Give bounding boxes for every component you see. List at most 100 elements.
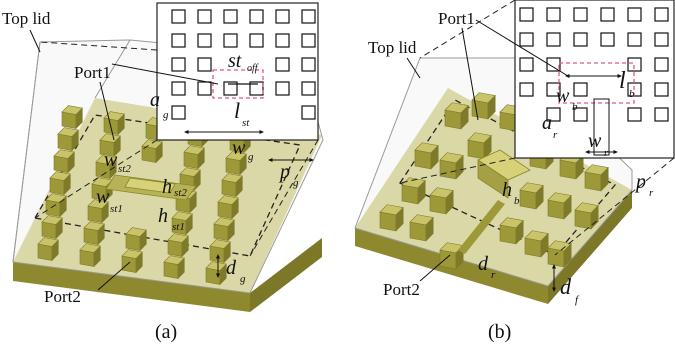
inset-cell [627,107,642,122]
a-r-subscript: r [553,129,558,141]
pin-a [213,217,235,242]
leader-line [461,27,479,121]
inset-cell [197,9,212,24]
pin-grid-a [37,105,251,286]
p-r-label-visible: p [634,171,646,193]
pin-b [414,142,439,170]
inset-cell [627,32,642,47]
inset-cell [627,7,642,22]
h-st2-label: h [162,176,172,198]
inset-cell [275,9,290,24]
pin-a [45,193,67,218]
port1-label-a: Port1 [74,63,111,82]
slot-highlight-b [558,62,635,104]
inset-cell [275,33,290,48]
inset-cell [223,81,238,96]
w-st2-subscript: st2 [118,163,131,175]
inset-cell [171,81,186,96]
pin-b [444,102,469,130]
inset-cell [654,107,669,122]
top-lid-label-b: Top lid [368,38,417,57]
w-r-subscript: r [604,147,609,159]
w-st2-label: w [104,149,118,171]
pin-b [401,177,426,205]
inset-cell [249,9,264,24]
port-region-b [399,99,617,256]
lid-edge [12,41,41,263]
leader-line [419,254,451,282]
st-off-label: st [228,50,242,72]
pin-a [83,221,105,246]
inset-cell [197,57,212,72]
pin-a [41,215,63,240]
caption-a: (a) [155,321,177,343]
slot-highlight-a [212,69,264,99]
inset-cell [573,82,588,97]
inset-cell [654,32,669,47]
inset-cell [519,32,534,47]
a-r-label: a [542,112,552,134]
d-r-label: d [478,253,489,275]
pin-a [103,111,125,136]
pin-b [379,204,404,232]
lid-edge [94,39,131,99]
d-g-subscript: g [240,273,246,285]
inset-cell [519,7,534,22]
pin-a [49,171,71,196]
h-st1-label: h [158,205,168,227]
substrate-a-left-face [13,262,250,312]
inset-cell [171,57,186,72]
inset-cell [223,33,238,48]
inset-cell [275,57,290,72]
stepped-line-upper [124,177,176,194]
inset-cell [546,107,561,122]
inset-cell [301,81,316,96]
leader-line [97,261,131,291]
inset-cell [654,82,669,97]
pin-b [439,152,464,180]
pin-a [57,127,79,152]
pin-a [205,261,227,286]
pin-a [225,151,247,176]
panel-b: Top lid Port1 Port2 l b w b a r w r h b … [354,0,675,343]
inset-cell [546,82,561,97]
pin-b [471,92,496,120]
inset-cell [249,81,264,96]
pin-b [439,242,464,270]
inset-cell [600,7,615,22]
inset-cell [573,7,588,22]
pin-b [467,132,492,160]
feed-strip-b [593,98,610,156]
port2-label-a: Port2 [44,287,81,306]
port1-label-b: Port1 [438,9,475,28]
pin-b [547,240,572,268]
inset-cell [301,105,316,120]
w-st1-subscript: st1 [110,203,123,215]
pin-a [37,237,59,262]
a-g-label: a [150,89,160,111]
inset-cell [627,57,642,72]
pin-b [409,214,434,242]
inset-cell [654,7,669,22]
pin-b [524,230,549,258]
h-b-label: h [502,179,512,201]
ridge-line-b [458,200,505,254]
inset-grid-b [519,7,669,122]
pin-b [499,217,524,245]
w-g-label: w [232,137,246,159]
leader-line [406,57,421,79]
inset-cell [573,32,588,47]
inset-cell [546,32,561,47]
projection-line [34,139,158,219]
pin-a [183,145,205,170]
pin-a [125,227,147,252]
pin-a [87,199,109,224]
pin-a [221,173,243,198]
inset-cell [546,57,561,72]
d-g-label: d [226,257,237,279]
pin-a [61,105,83,130]
inset-cell [171,33,186,48]
pin-b [584,164,609,192]
pin-a [167,233,189,258]
